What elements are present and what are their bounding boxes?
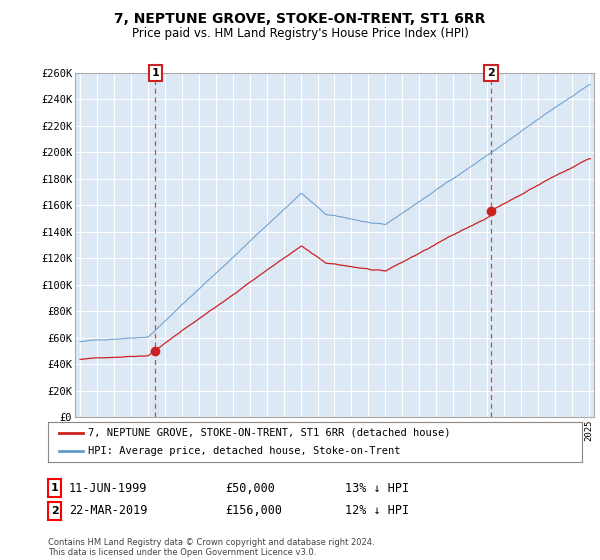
Text: 22-MAR-2019: 22-MAR-2019 <box>69 504 148 517</box>
Text: £50,000: £50,000 <box>225 482 275 495</box>
Text: Contains HM Land Registry data © Crown copyright and database right 2024.
This d: Contains HM Land Registry data © Crown c… <box>48 538 374 557</box>
Text: Price paid vs. HM Land Registry's House Price Index (HPI): Price paid vs. HM Land Registry's House … <box>131 27 469 40</box>
Text: 7, NEPTUNE GROVE, STOKE-ON-TRENT, ST1 6RR: 7, NEPTUNE GROVE, STOKE-ON-TRENT, ST1 6R… <box>115 12 485 26</box>
Text: 7, NEPTUNE GROVE, STOKE-ON-TRENT, ST1 6RR (detached house): 7, NEPTUNE GROVE, STOKE-ON-TRENT, ST1 6R… <box>88 428 451 438</box>
Text: HPI: Average price, detached house, Stoke-on-Trent: HPI: Average price, detached house, Stok… <box>88 446 401 456</box>
Text: 13% ↓ HPI: 13% ↓ HPI <box>345 482 409 495</box>
Text: 11-JUN-1999: 11-JUN-1999 <box>69 482 148 495</box>
Text: 12% ↓ HPI: 12% ↓ HPI <box>345 504 409 517</box>
Text: 2: 2 <box>487 68 495 78</box>
Text: 1: 1 <box>152 68 159 78</box>
Text: 1: 1 <box>51 483 58 493</box>
Text: 2: 2 <box>51 506 58 516</box>
Text: £156,000: £156,000 <box>225 504 282 517</box>
